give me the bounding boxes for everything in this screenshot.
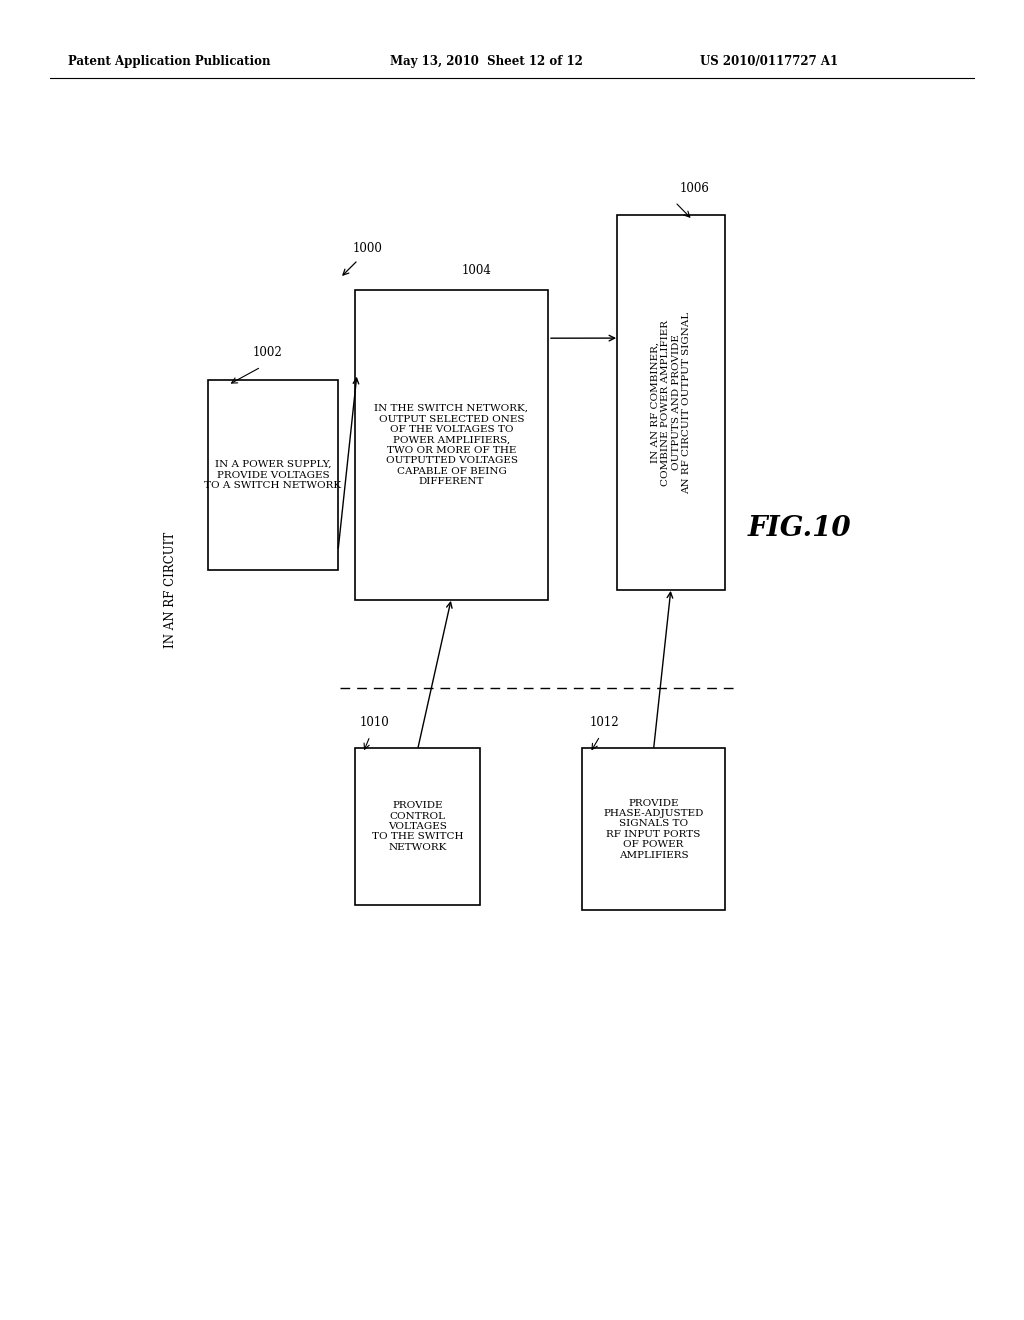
Bar [582, 748, 725, 909]
Text: US 2010/0117727 A1: US 2010/0117727 A1 [700, 55, 838, 69]
Text: IN AN RF COMBINER,
COMBINE POWER AMPLIFIER
OUTPUTS AND PROVIDE
AN RF CIRCUIT OUT: IN AN RF COMBINER, COMBINE POWER AMPLIFI… [651, 312, 691, 494]
Text: 1006: 1006 [680, 181, 710, 194]
Text: 1012: 1012 [590, 715, 620, 729]
Text: IN AN RF CIRCUIT: IN AN RF CIRCUIT [164, 532, 176, 648]
Text: PROVIDE
CONTROL
VOLTAGES
TO THE SWITCH
NETWORK: PROVIDE CONTROL VOLTAGES TO THE SWITCH N… [372, 801, 463, 851]
Text: 1010: 1010 [360, 715, 390, 729]
Text: Patent Application Publication: Patent Application Publication [68, 55, 270, 69]
Text: May 13, 2010  Sheet 12 of 12: May 13, 2010 Sheet 12 of 12 [390, 55, 583, 69]
Text: 1000: 1000 [353, 242, 383, 255]
Text: 1004: 1004 [462, 264, 492, 276]
Bar [617, 215, 725, 590]
Text: PROVIDE
PHASE-ADJUSTED
SIGNALS TO
RF INPUT PORTS
OF POWER
AMPLIFIERS: PROVIDE PHASE-ADJUSTED SIGNALS TO RF INP… [603, 799, 703, 859]
Text: 1002: 1002 [253, 346, 283, 359]
Text: FIG.10: FIG.10 [748, 515, 852, 541]
Bar [355, 290, 548, 601]
Text: IN A POWER SUPPLY,
PROVIDE VOLTAGES
TO A SWITCH NETWORK: IN A POWER SUPPLY, PROVIDE VOLTAGES TO A… [205, 461, 342, 490]
Text: IN THE SWITCH NETWORK,
OUTPUT SELECTED ONES
OF THE VOLTAGES TO
POWER AMPLIFIERS,: IN THE SWITCH NETWORK, OUTPUT SELECTED O… [375, 404, 528, 486]
Bar [355, 748, 480, 906]
Bar [208, 380, 338, 570]
